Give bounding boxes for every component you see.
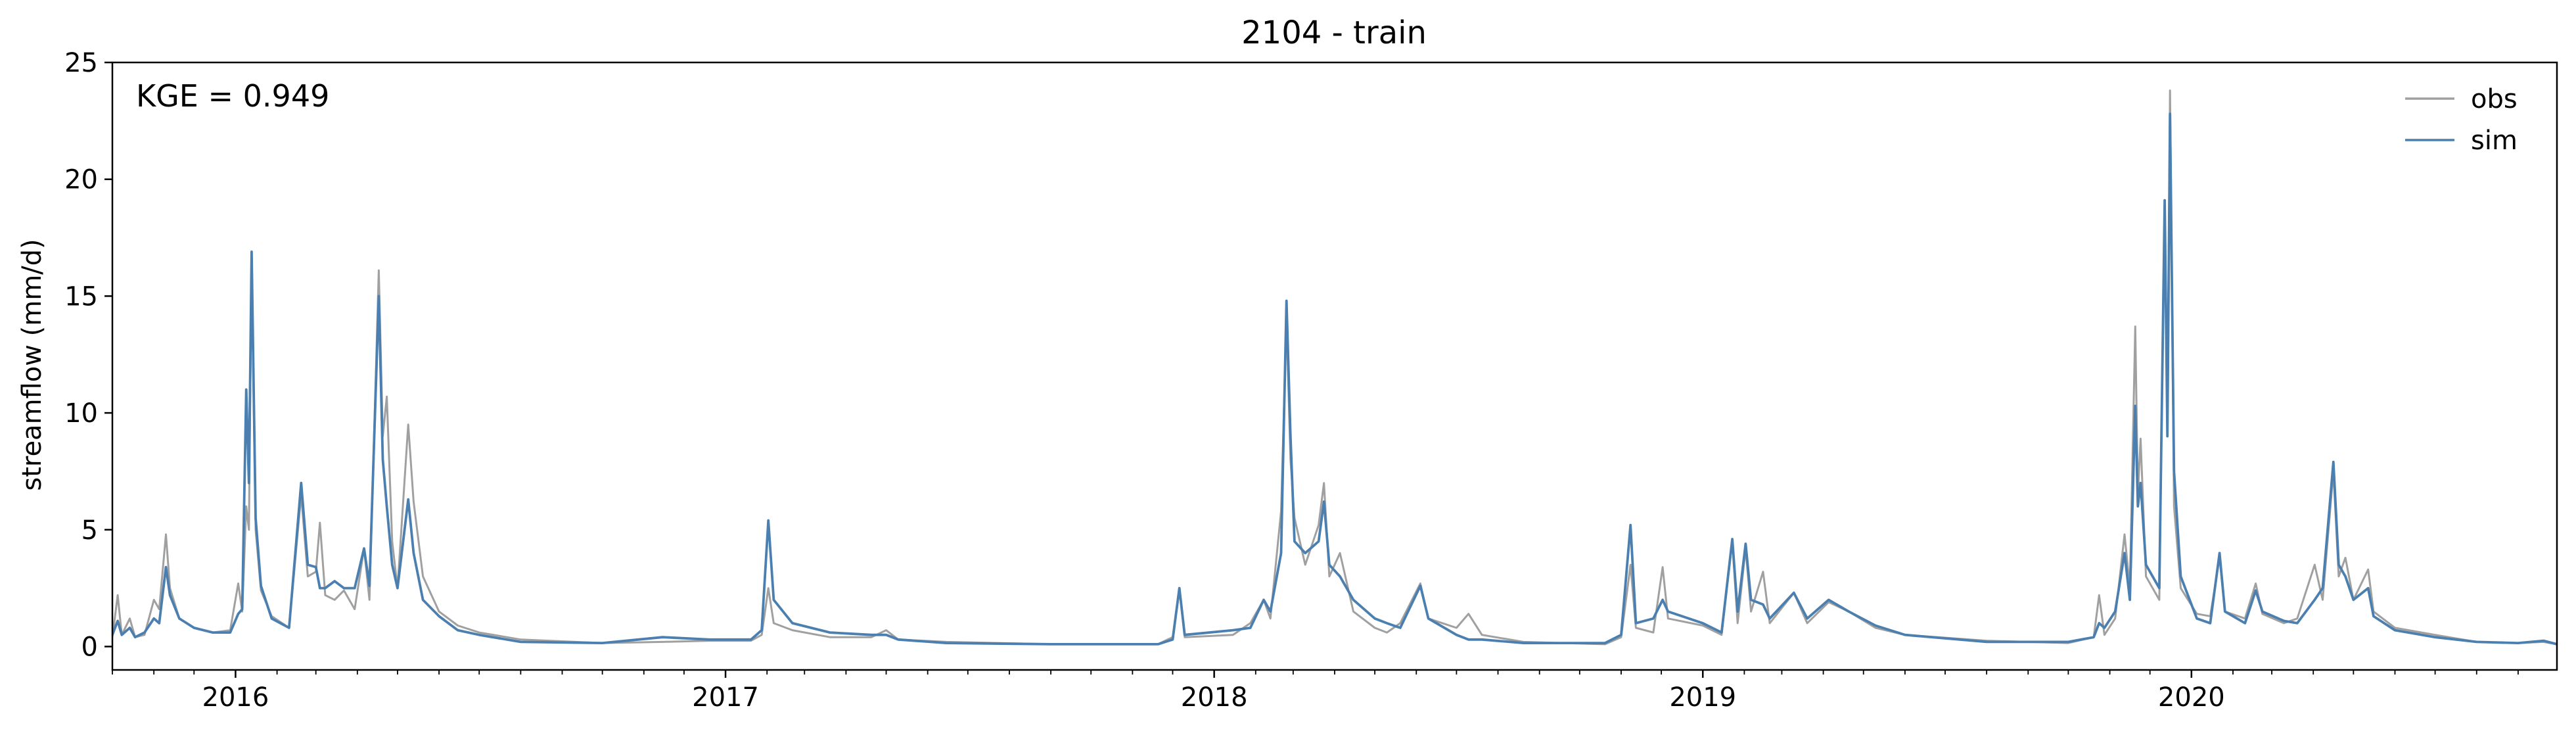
series-layer (112, 89, 2557, 646)
plot-frame (111, 61, 2558, 671)
x-tick-label-2020: 2020 (2158, 682, 2225, 713)
x-tick-label-2016: 2016 (202, 682, 269, 713)
legend: obs sim (2405, 84, 2518, 156)
x-tick-label-2017: 2017 (692, 682, 759, 713)
y-tick-label-25: 25 (64, 48, 98, 78)
x-tick-label-2019: 2019 (1669, 682, 1736, 713)
legend-label-obs: obs (2471, 84, 2518, 114)
y-axis-ticks: 0 5 10 15 20 25 (64, 48, 112, 662)
legend-label-sim: sim (2471, 126, 2518, 156)
y-tick-label-5: 5 (81, 515, 98, 546)
y-tick-label-15: 15 (64, 281, 98, 312)
chart-title: 2104 - train (1241, 14, 1427, 51)
y-axis-label: streamflow (mm/d) (17, 239, 47, 490)
x-tick-label-2018: 2018 (1181, 682, 1248, 713)
y-tick-label-20: 20 (64, 165, 98, 195)
kge-annotation: KGE = 0.949 (136, 78, 329, 114)
series-line-sim (112, 112, 2557, 646)
y-tick-label-0: 0 (81, 632, 98, 662)
x-axis-ticks: 2016 2017 2018 2019 2020 (112, 670, 2519, 713)
y-tick-label-10: 10 (64, 398, 98, 429)
